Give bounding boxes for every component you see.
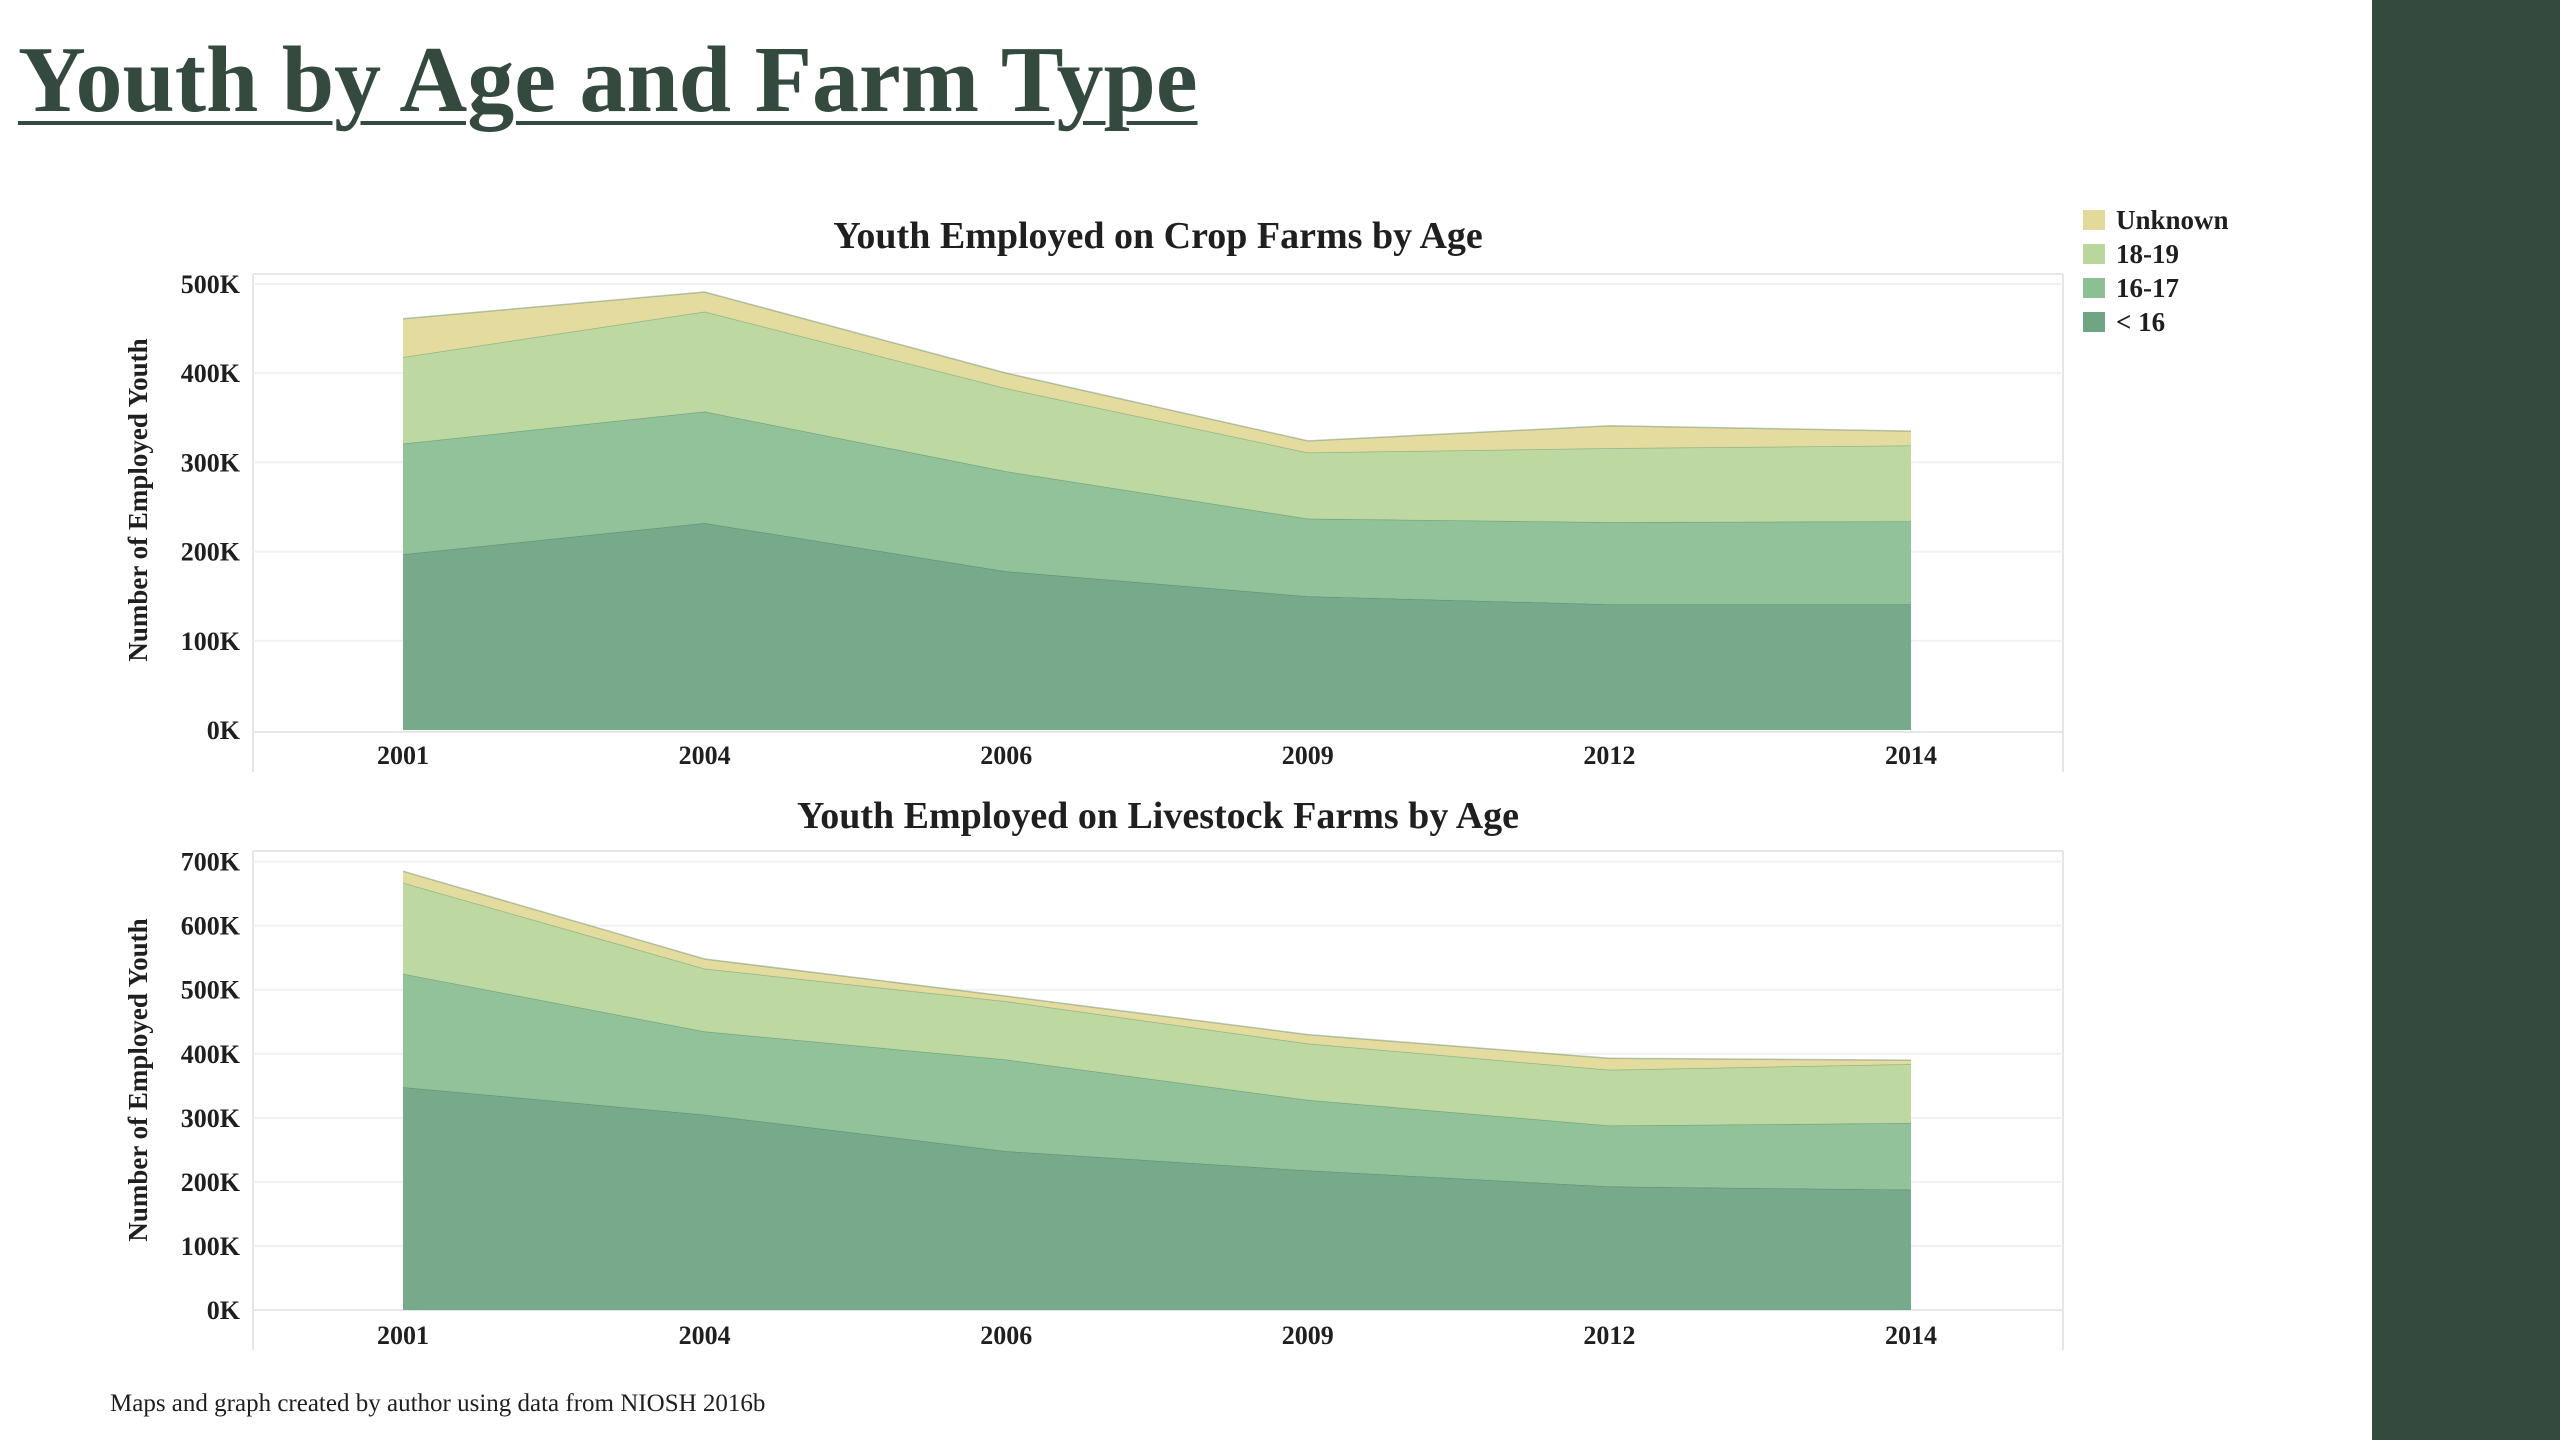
y-tick-label: 400K: [181, 359, 241, 388]
legend-label: 18-19: [2116, 239, 2179, 269]
x-tick-label: 2004: [679, 1321, 731, 1350]
x-tick-label: 2014: [1885, 741, 1937, 770]
charts-canvas: Youth Employed on Crop Farms by Age 0K 100…: [123, 205, 2229, 1350]
x-tick-label: 2012: [1583, 1321, 1635, 1350]
x-tick-label: 2001: [377, 1321, 429, 1350]
series-edge-line: [402, 1086, 1912, 1191]
x-tick-label: 2004: [679, 741, 731, 770]
area-series-16-17: [403, 411, 1911, 605]
y-tick-label: 500K: [181, 976, 241, 1005]
series-edge-line: [402, 870, 1912, 1061]
x-tick-label: 2001: [377, 741, 429, 770]
legend-label: < 16: [2116, 307, 2165, 337]
series-edge-line: [402, 291, 1912, 442]
area-series-18-19: [403, 882, 1911, 1126]
x-tick-label: 2006: [980, 1321, 1032, 1350]
y-tick-label: 200K: [181, 538, 241, 567]
y-tick-label: 100K: [181, 627, 241, 656]
y-axis-label: Number of Employed Youth: [123, 918, 153, 1241]
legend-swatch: [2083, 210, 2105, 230]
series-edge-line: [402, 410, 1912, 523]
area-series-16-17: [403, 973, 1911, 1190]
legend-swatch: [2083, 244, 2105, 264]
y-tick-label: 500K: [181, 270, 241, 299]
legend-swatch: [2083, 278, 2105, 298]
area-series-16: [403, 1087, 1911, 1310]
y-tick-label: 0K: [207, 716, 241, 745]
x-tick-label: 2012: [1583, 741, 1635, 770]
area-series-18-19: [403, 311, 1911, 523]
y-tick-label: 200K: [181, 1168, 241, 1197]
legend-label: 16-17: [2116, 273, 2179, 303]
y-tick-label: 300K: [181, 1104, 241, 1133]
x-tick-label: 2009: [1282, 1321, 1334, 1350]
source-note: Maps and graph created by author using d…: [110, 1390, 766, 1417]
area-series-unknown: [403, 292, 1911, 453]
chart-title: Youth Employed on Livestock Farms by Age: [797, 795, 1519, 837]
y-tick-label: 700K: [181, 848, 241, 877]
y-tick-label: 300K: [181, 448, 241, 477]
y-tick-label: 400K: [181, 1040, 241, 1069]
legend-label: Unknown: [2116, 205, 2229, 235]
legend-swatch: [2083, 312, 2105, 332]
y-tick-label: 0K: [207, 1296, 241, 1325]
y-tick-label: 600K: [181, 912, 241, 941]
chart-title: Youth Employed on Crop Farms by Age: [833, 215, 1483, 257]
x-tick-label: 2006: [980, 741, 1032, 770]
y-tick-label: 100K: [181, 1232, 241, 1261]
decorative-side-bar: [2372, 0, 2560, 1440]
x-tick-label: 2014: [1885, 1321, 1937, 1350]
x-tick-label: 2009: [1282, 741, 1334, 770]
page-title: Youth by Age and Farm Type: [18, 28, 1198, 132]
area-series-16: [403, 523, 1911, 730]
y-axis-label: Number of Employed Youth: [123, 338, 153, 661]
